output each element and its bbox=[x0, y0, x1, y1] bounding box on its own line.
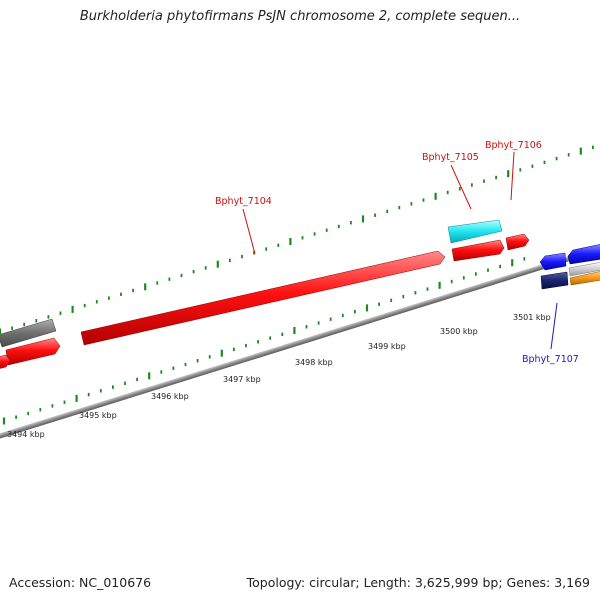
gene-orange[interactable] bbox=[569, 271, 600, 286]
tick-label: 3496 kbp bbox=[151, 392, 189, 401]
leader-bphyt-7105 bbox=[450, 164, 472, 210]
gene-red-under-7105[interactable] bbox=[451, 239, 505, 262]
gene-bphyt-7104[interactable] bbox=[80, 250, 446, 346]
tick-label: 3499 kbp bbox=[368, 342, 406, 351]
accession-text: Accession: NC_010676 bbox=[9, 575, 152, 590]
gene-silver[interactable] bbox=[568, 262, 600, 277]
map-title: Burkholderia phytofirmans PsJN chromosom… bbox=[79, 9, 521, 24]
gene-label-bphyt-7104[interactable]: Bphyt_7104 bbox=[215, 196, 272, 207]
tick-label: 3497 kbp bbox=[223, 375, 261, 384]
label-leaders bbox=[242, 151, 558, 350]
reverse-genes bbox=[539, 244, 600, 290]
tick-row-upper bbox=[0, 145, 594, 336]
tick-label: 3501 kbp bbox=[513, 313, 551, 322]
gene-label-bphyt-7107[interactable]: Bphyt_7107 bbox=[522, 354, 579, 365]
gene-bphyt-7106[interactable] bbox=[505, 233, 530, 251]
leader-bphyt-7107 bbox=[550, 302, 558, 350]
coordinate-labels: 3494 kbp 3495 kbp 3496 kbp 3497 kbp 3498… bbox=[7, 313, 551, 439]
gene-blue-1[interactable] bbox=[539, 252, 567, 271]
leader-bphyt-7106 bbox=[510, 151, 515, 201]
genome-stats-text: Topology: circular; Length: 3,625,999 bp… bbox=[246, 575, 590, 590]
sequence-backbone bbox=[0, 229, 600, 443]
gene-red-edge-reverse[interactable] bbox=[0, 354, 11, 369]
gene-blue-2[interactable] bbox=[567, 244, 600, 265]
gene-bphyt-7105[interactable] bbox=[447, 219, 503, 244]
forward-genes bbox=[0, 219, 530, 366]
leader-bphyt-7104 bbox=[242, 208, 256, 255]
gene-label-bphyt-7105[interactable]: Bphyt_7105 bbox=[422, 152, 479, 163]
tick-label: 3498 kbp bbox=[295, 358, 333, 367]
gene-gray-forward[interactable] bbox=[0, 318, 57, 348]
tick-label: 3495 kbp bbox=[79, 411, 117, 420]
gene-bphyt-7107[interactable] bbox=[540, 271, 569, 290]
tick-label: 3500 kbp bbox=[440, 327, 478, 336]
tick-row-lower bbox=[2, 257, 526, 425]
tick-label: 3494 kbp bbox=[7, 430, 45, 439]
gene-labels: Bphyt_7104 Bphyt_7105 Bphyt_7106 Bphyt_7… bbox=[215, 140, 579, 365]
gene-label-bphyt-7106[interactable]: Bphyt_7106 bbox=[485, 140, 542, 151]
